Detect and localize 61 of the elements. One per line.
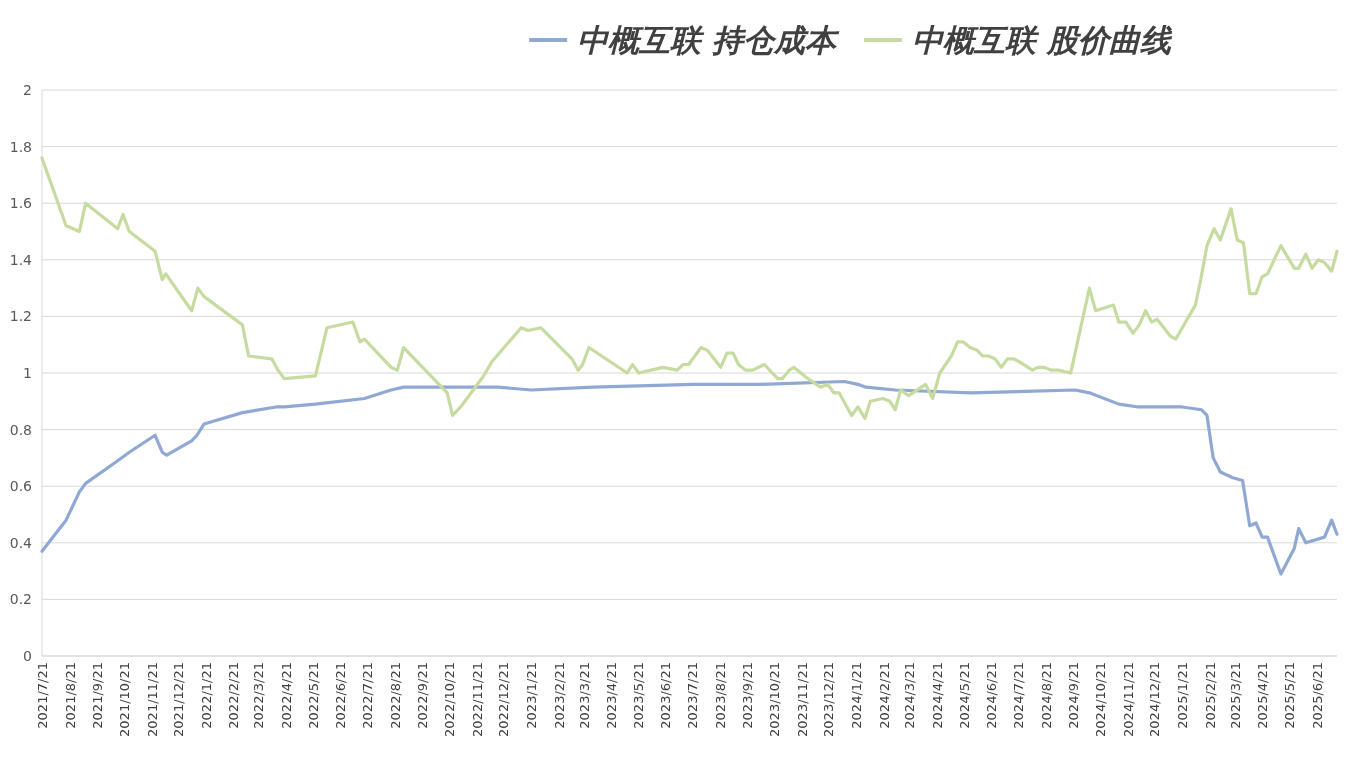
x-tick-label: 2023/2/21: [551, 662, 567, 729]
legend-label: 中概互联 股价曲线: [912, 22, 1173, 58]
x-tick-label: 2024/5/21: [956, 662, 972, 729]
x-tick-label: 2021/9/21: [90, 662, 106, 729]
x-tick-label: 2023/12/21: [821, 662, 837, 737]
x-tick-label: 2022/6/21: [333, 662, 349, 729]
x-tick-label: 2025/6/21: [1309, 662, 1325, 729]
x-tick-label: 2024/1/21: [849, 662, 865, 729]
x-tick-label: 2022/1/21: [198, 662, 214, 729]
x-tick-label: 2025/5/21: [1281, 662, 1297, 729]
x-tick-label: 2024/12/21: [1147, 662, 1163, 737]
x-tick-label: 2022/7/21: [360, 662, 376, 729]
y-tick-label: 1.4: [9, 251, 33, 268]
x-tick-label: 2022/3/21: [251, 662, 267, 729]
y-tick-label: 0.6: [9, 478, 33, 495]
x-tick-label: 2024/2/21: [876, 662, 892, 729]
x-tick-label: 2024/4/21: [930, 662, 946, 729]
legend-label: 中概互联 持仓成本: [577, 22, 840, 58]
x-tick-label: 2021/7/21: [35, 662, 50, 729]
x-tick-label: 2022/4/21: [279, 662, 295, 729]
x-tick-label: 2023/4/21: [604, 662, 620, 729]
x-tick-label: 2025/3/21: [1227, 662, 1243, 729]
x-tick-label: 2023/11/21: [794, 662, 810, 737]
x-tick-label: 2024/11/21: [1120, 662, 1136, 737]
x-tick-label: 2021/11/21: [144, 662, 160, 737]
x-tick-label: 2023/3/21: [576, 662, 592, 729]
x-tick-label: 2024/9/21: [1066, 662, 1082, 729]
x-tick-label: 2023/7/21: [685, 662, 701, 729]
x-tick-label: 2023/10/21: [767, 662, 783, 737]
x-tick-label: 2024/10/21: [1093, 662, 1109, 737]
x-tick-label: 2025/1/21: [1175, 662, 1191, 729]
x-tick-label: 2024/3/21: [902, 662, 918, 729]
x-tick-label: 2022/2/21: [226, 662, 242, 729]
x-tick-label: 2024/8/21: [1038, 662, 1054, 729]
x-tick-label: 2023/1/21: [523, 662, 539, 729]
y-tick-label: 1.6: [9, 195, 33, 212]
y-tick-label: 0.4: [9, 534, 33, 551]
x-tick-label: 2022/10/21: [442, 662, 458, 737]
x-tick-label: 2025/4/21: [1255, 662, 1271, 729]
x-tick-label: 2022/12/21: [496, 662, 512, 737]
x-tick-label: 2021/8/21: [62, 662, 78, 729]
x-tick-label: 2021/10/21: [116, 662, 132, 737]
x-tick-label: 2025/2/21: [1202, 662, 1218, 729]
y-tick-label: 1: [23, 365, 32, 381]
x-tick-label: 2023/9/21: [740, 662, 756, 729]
x-tick-label: 2023/5/21: [630, 662, 646, 729]
y-tick-label: 2: [23, 82, 32, 98]
x-tick-label: 2022/11/21: [469, 662, 485, 737]
x-tick-label: 2022/5/21: [305, 662, 321, 729]
y-tick-label: 1.2: [9, 308, 32, 325]
y-tick-label: 0.2: [9, 591, 32, 608]
x-tick-label: 2024/7/21: [1011, 662, 1027, 729]
x-tick-label: 2024/6/21: [984, 662, 1000, 729]
y-tick-label: 0: [23, 648, 32, 664]
x-tick-label: 2021/12/21: [171, 662, 187, 737]
y-tick-label: 0.8: [9, 421, 32, 438]
x-tick-label: 2023/8/21: [712, 662, 728, 729]
y-tick-label: 1.8: [9, 138, 32, 155]
x-tick-label: 2022/9/21: [415, 662, 431, 729]
x-tick-label: 2022/8/21: [387, 662, 403, 729]
x-tick-label: 2023/6/21: [658, 662, 674, 729]
